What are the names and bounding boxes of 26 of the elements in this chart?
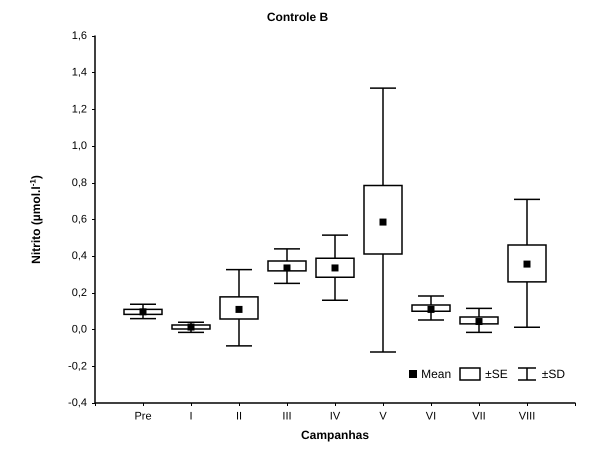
x-tick-label: IV [330,410,341,422]
x-tick-label: VII [472,410,486,422]
y-tick-label: 0,0 [72,324,87,336]
x-tick-label: II [236,410,242,422]
y-tick-label: -0,2 [68,360,87,372]
y-tick-label: 1,4 [72,66,87,79]
y-axis-title: Nitrito (µmol.l-1) [28,175,43,264]
y-tick-label: 0,4 [72,250,87,262]
y-tick-label: 0,8 [72,176,87,189]
y-tick-label: -0,4 [68,397,87,409]
x-tick-label: VIII [518,410,536,422]
y-tick-label: 1,2 [72,103,87,116]
annotation: ±SD [542,367,565,381]
y-tick-label: 1,6 [72,30,87,42]
x-tick-label: Pre [134,410,152,422]
x-tick-label: VI [426,410,436,422]
y-tick-label: 0,2 [72,286,87,299]
annotation: ±SE [485,367,508,381]
x-tick-label: V [379,410,388,422]
y-tick-label: 0,6 [72,214,87,226]
x-tick-label: I [189,410,193,422]
x-tick-label: III [282,410,292,422]
chart-title: Controle B [266,10,328,24]
y-tick-label: 1,0 [72,140,87,152]
x-axis-title: Campanhas [300,428,370,442]
annotation: Mean [421,367,452,381]
